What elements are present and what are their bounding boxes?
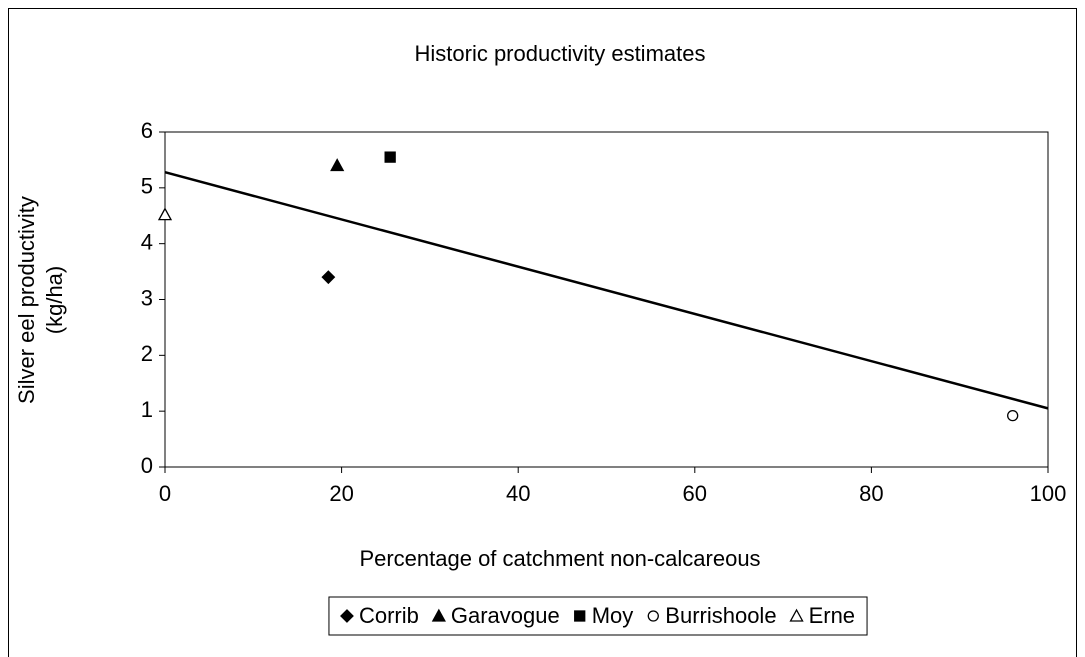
legend-marker [574,610,586,622]
legend-label: Moy [592,603,634,628]
chart-title: Historic productivity estimates [415,41,706,66]
marker [1007,409,1019,422]
y-tick-label: 5 [141,174,153,199]
legend-marker [431,608,446,622]
marker [157,207,173,221]
legend-label: Garavogue [451,603,560,628]
y-tick-label: 4 [141,229,153,254]
x-tick-label: 100 [1030,481,1067,506]
x-tick-label: 80 [859,481,883,506]
legend: Corrib Garavogue Moy Burrishoole Erne [328,596,868,636]
trendline [164,170,1049,410]
marker [384,151,396,163]
chart-frame [8,8,1077,657]
y-tick-label: 3 [141,285,153,310]
legend-label: Burrishoole [665,603,776,628]
y-axis-label: (kg/ha) [42,266,67,334]
legend-label: Corrib [359,603,419,628]
y-tick-label: 6 [141,118,153,143]
marker [321,270,336,285]
y-tick-label: 1 [141,397,153,422]
x-tick-label: 60 [683,481,707,506]
x-axis-label: Percentage of catchment non-calcareous [359,546,760,571]
y-axis-label: Silver eel productivity [14,196,39,404]
legend-marker [340,609,354,623]
x-tick-label: 40 [506,481,530,506]
y-tick-label: 2 [141,341,153,366]
marker [330,158,345,172]
y-tick-label: 0 [141,453,153,478]
legend-marker [647,610,659,622]
legend-box [328,596,868,636]
legend-label: Erne [809,603,855,628]
x-tick-label: 0 [159,481,171,506]
legend-marker [789,608,804,622]
x-tick-label: 20 [329,481,353,506]
